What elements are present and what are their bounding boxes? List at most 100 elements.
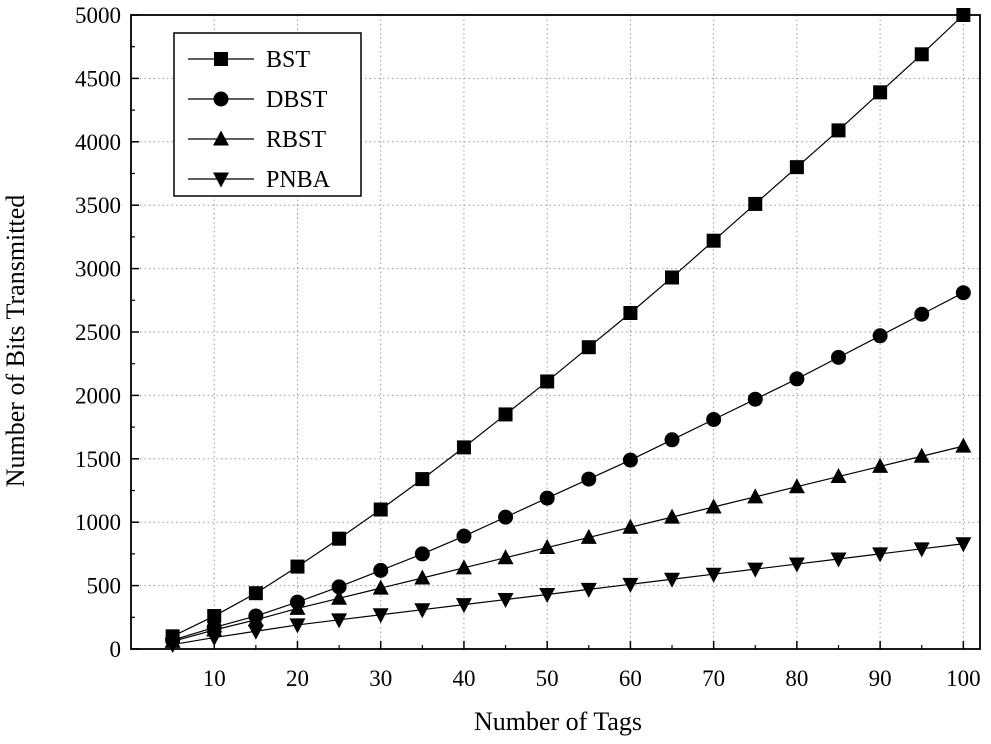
- data-point-bst: [207, 609, 222, 624]
- data-point-pnba: [788, 557, 805, 573]
- data-point-rbst: [955, 437, 972, 453]
- data-point-dbst: [955, 285, 971, 301]
- data-point-pnba: [747, 562, 764, 578]
- data-point-rbst: [664, 508, 681, 524]
- data-point-bst: [914, 47, 929, 62]
- data-point-rbst: [539, 539, 556, 555]
- x-tick-label: 100: [946, 666, 981, 691]
- legend-label: PNBA: [266, 167, 331, 193]
- legend-item-dbst: DBST: [188, 87, 328, 113]
- data-point-bst: [831, 123, 846, 138]
- data-point-bst: [373, 502, 388, 517]
- data-point-dbst: [539, 490, 555, 506]
- data-point-bst: [332, 531, 347, 546]
- data-point-pnba: [580, 582, 597, 598]
- legend-marker: [213, 172, 229, 188]
- y-tick-label: 4000: [75, 130, 121, 155]
- y-tick-labels: 0 500 1000 1500 2000 2500 3000 3500 4000 4500 5000: [75, 3, 121, 662]
- data-point-pnba: [206, 631, 223, 647]
- data-point-pnba: [247, 624, 264, 640]
- data-point-rbst: [622, 518, 639, 534]
- y-tick-label: 3500: [75, 193, 121, 218]
- data-point-rbst: [913, 447, 930, 463]
- x-tick-label: 60: [619, 666, 642, 691]
- legend-item-rbst: RBST: [188, 127, 326, 153]
- data-point-pnba: [913, 542, 930, 558]
- data-point-dbst: [622, 452, 638, 468]
- data-point-pnba: [622, 577, 639, 593]
- data-point-rbst: [872, 457, 889, 473]
- data-point-rbst: [497, 549, 514, 565]
- data-point-dbst: [789, 371, 805, 387]
- x-tick-label: 30: [369, 666, 392, 691]
- legend-box: [173, 32, 362, 197]
- y-tick-label: 2500: [75, 320, 121, 345]
- data-point-pnba: [705, 567, 722, 583]
- x-axis-title: Number of Tags: [474, 707, 642, 736]
- data-point-bst: [248, 586, 263, 601]
- data-point-rbst: [414, 569, 431, 585]
- series-line-rbst: [172, 445, 964, 642]
- data-point-dbst: [914, 306, 930, 322]
- y-tick-label: 1500: [75, 447, 121, 472]
- x-tick-label: 20: [286, 666, 309, 691]
- data-point-dbst: [706, 411, 722, 427]
- data-point-pnba: [664, 572, 681, 588]
- data-point-rbst: [289, 599, 306, 615]
- series-points-pnba: [164, 537, 972, 654]
- data-point-dbst: [581, 471, 597, 487]
- data-point-rbst: [747, 488, 764, 504]
- data-point-bst: [456, 440, 471, 455]
- x-tick-labels: 10 20 30 40 50 60 70 80 90 100: [203, 666, 981, 691]
- legend-label: BST: [266, 47, 310, 73]
- data-point-rbst: [331, 589, 348, 605]
- y-tick-label: 3000: [75, 257, 121, 282]
- series-points-rbst: [164, 437, 972, 648]
- data-point-dbst: [373, 562, 389, 578]
- data-point-pnba: [955, 537, 972, 553]
- data-point-pnba: [830, 552, 847, 568]
- axis-ticks: [131, 14, 965, 650]
- data-point-dbst: [498, 509, 514, 525]
- data-point-rbst: [455, 559, 472, 575]
- data-point-dbst: [456, 528, 472, 544]
- legend-item-pnba: PNBA: [188, 167, 331, 193]
- y-axis-title: Number of Bits Transmitted: [1, 195, 30, 488]
- series-points-bst: [165, 8, 971, 644]
- y-tick-label: 500: [87, 574, 122, 599]
- x-tick-label: 40: [452, 666, 475, 691]
- data-point-rbst: [580, 528, 597, 544]
- x-tick-label: 50: [536, 666, 559, 691]
- data-point-pnba: [289, 618, 306, 634]
- data-point-pnba: [539, 587, 556, 603]
- data-point-bst: [415, 472, 430, 487]
- data-point-bst: [665, 270, 680, 285]
- series-markers: [164, 8, 972, 654]
- data-point-bst: [498, 407, 513, 422]
- data-point-rbst: [788, 478, 805, 494]
- data-point-rbst: [705, 498, 722, 514]
- legend: BST DBST RBST PNBA: [173, 32, 362, 197]
- legend-marker: [213, 130, 229, 146]
- data-point-bst: [581, 340, 596, 355]
- data-point-rbst: [247, 611, 264, 627]
- data-point-pnba: [372, 608, 389, 624]
- data-point-dbst: [831, 349, 846, 365]
- y-tick-label: 0: [110, 637, 122, 662]
- y-tick-label: 1000: [75, 510, 121, 535]
- legend-label: DBST: [266, 87, 328, 113]
- data-point-pnba: [872, 547, 889, 563]
- data-point-bst: [706, 233, 721, 248]
- data-point-dbst: [872, 328, 888, 344]
- data-point-pnba: [497, 593, 514, 609]
- data-point-dbst: [331, 579, 347, 595]
- x-tick-label: 70: [702, 666, 725, 691]
- y-tick-label: 2000: [75, 383, 121, 408]
- data-point-rbst: [830, 468, 847, 484]
- x-tick-label: 80: [785, 666, 808, 691]
- legend-marker: [213, 91, 229, 107]
- data-point-dbst: [664, 432, 680, 448]
- data-point-bst: [748, 196, 763, 211]
- series-line-dbst: [172, 292, 964, 641]
